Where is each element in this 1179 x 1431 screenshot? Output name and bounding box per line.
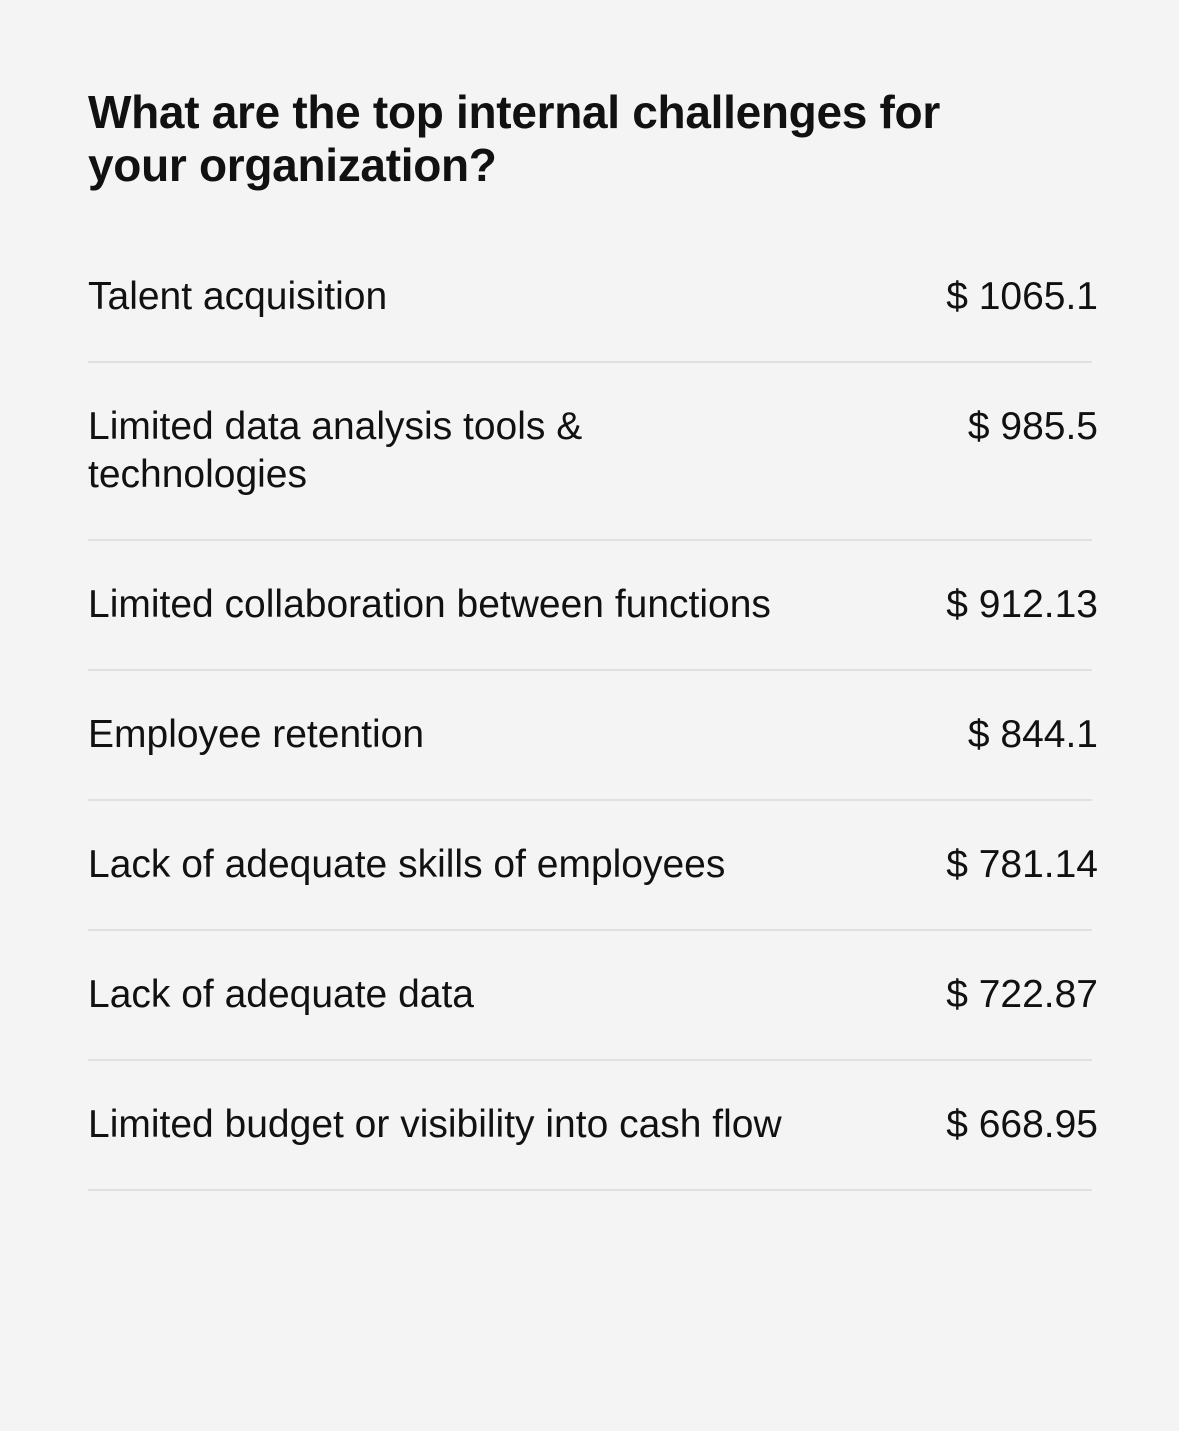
row-label: Employee retention <box>88 713 425 756</box>
row-value: $ 912.13 <box>946 583 1098 626</box>
page-title: What are the top internal challenges for… <box>88 86 940 191</box>
table-row: Talent acquisition $ 1065.1 <box>88 233 1098 363</box>
row-value: $ 985.5 <box>967 405 1098 448</box>
row-value: $ 668.95 <box>946 1103 1098 1146</box>
challenges-list: What are the top internal challenges for… <box>88 86 1098 1191</box>
row-value: $ 781.14 <box>946 843 1098 886</box>
row-label: Talent acquisition <box>88 275 388 318</box>
row-label: Lack of adequate data <box>88 973 474 1016</box>
table-row: Employee retention $ 844.1 <box>88 671 1098 801</box>
row-label: Lack of adequate skills of employees <box>88 843 726 886</box>
row-value: $ 1065.1 <box>946 275 1098 318</box>
row-label: Limited collaboration between functions <box>88 583 771 626</box>
table-row: Lack of adequate skills of employees $ 78… <box>88 801 1098 931</box>
row-label: Limited data analysis tools & technologi… <box>88 405 583 496</box>
row-label: Limited budget or visibility into cash f… <box>88 1103 782 1146</box>
table-row: Limited budget or visibility into cash f… <box>88 1061 1098 1191</box>
row-value: $ 722.87 <box>946 973 1098 1016</box>
rows-container: Talent acquisition $ 1065.1 Limited data a… <box>88 233 1098 1191</box>
table-row: Limited data analysis tools & technologi… <box>88 363 1098 541</box>
table-row: Limited collaboration between functions $… <box>88 541 1098 671</box>
row-value: $ 844.1 <box>967 713 1098 756</box>
table-row: Lack of adequate data $ 722.87 <box>88 931 1098 1061</box>
